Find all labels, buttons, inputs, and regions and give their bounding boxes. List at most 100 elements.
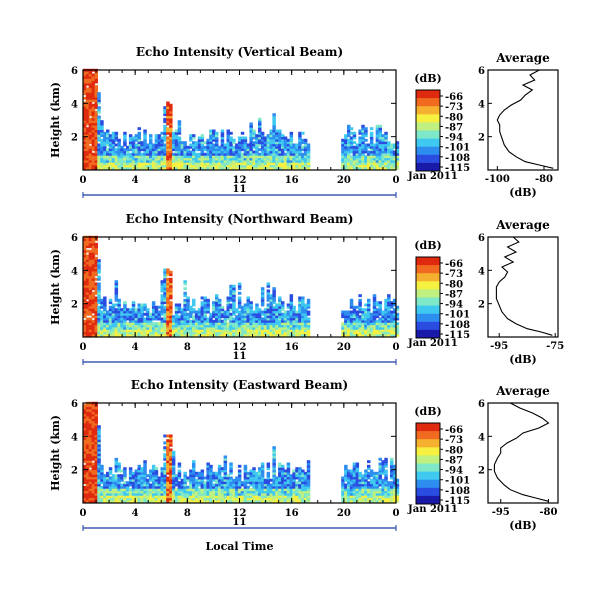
- heatmap-cell: [260, 150, 265, 154]
- heatmap-cell: [283, 148, 288, 152]
- heatmap-cell: [117, 303, 121, 307]
- heatmap-cell: [217, 162, 222, 166]
- heatmap-cell: [226, 476, 230, 480]
- heatmap-cell: [88, 429, 93, 433]
- heatmap-cell: [120, 476, 124, 480]
- heatmap-cell: [106, 138, 110, 142]
- heatmap-cell: [94, 298, 98, 302]
- heatmap-cell: [85, 282, 90, 286]
- heatmap-cell: [140, 303, 144, 307]
- heatmap-cell: [298, 319, 302, 323]
- heatmap-cell: [160, 159, 164, 163]
- heatmap-cell: [83, 124, 87, 128]
- heatmap-cell: [103, 319, 107, 323]
- heatmap-cell: [352, 155, 357, 159]
- heatmap-cell: [240, 324, 245, 328]
- heatmap-cell: [392, 152, 397, 156]
- heatmap-cell: [85, 277, 90, 281]
- heatmap-cell: [111, 315, 116, 319]
- heatmap-cell: [220, 329, 225, 333]
- heatmap-cell: [272, 492, 276, 496]
- heatmap-cell: [166, 301, 170, 305]
- heatmap-cell: [217, 492, 222, 496]
- heatmap-cell: [146, 157, 150, 161]
- heatmap-cell: [128, 143, 133, 147]
- heatmap-cell: [232, 155, 236, 159]
- heatmap-cell: [237, 495, 242, 499]
- heatmap-cell: [303, 155, 308, 159]
- heatmap-cell: [306, 492, 311, 496]
- heatmap-cell: [361, 497, 365, 501]
- heatmap-cell: [246, 495, 250, 499]
- heatmap-cell: [108, 152, 113, 156]
- heatmap-cell: [223, 166, 228, 170]
- heatmap-cell: [260, 310, 265, 314]
- heatmap-cell: [275, 324, 279, 328]
- y-axis-label: Height (km): [49, 249, 62, 325]
- heatmap-cell: [306, 488, 311, 492]
- heatmap-cell: [229, 289, 233, 293]
- heatmap-cell: [83, 492, 87, 496]
- heatmap-cell: [295, 471, 299, 475]
- heatmap-cell: [88, 122, 93, 126]
- heatmap-cell: [272, 471, 276, 475]
- heatmap-cell: [85, 106, 90, 110]
- heatmap-cell: [375, 319, 380, 323]
- heatmap-cell: [237, 312, 242, 316]
- heatmap-cell: [151, 492, 156, 496]
- heatmap-cell: [149, 162, 153, 166]
- heatmap-cell: [226, 152, 230, 156]
- heatmap-cell: [171, 483, 176, 487]
- heatmap-cell: [94, 305, 98, 309]
- heatmap-cell: [246, 476, 250, 480]
- heatmap-cell: [295, 310, 299, 314]
- heatmap-cell: [85, 87, 90, 91]
- panel-title: Echo Intensity (Vertical Beam): [136, 45, 343, 59]
- heatmap-cell: [249, 301, 253, 305]
- heatmap-cell: [192, 490, 196, 494]
- profile-x-label: (dB): [509, 186, 536, 199]
- heatmap-cell: [131, 136, 136, 140]
- heatmap-cell: [306, 157, 311, 161]
- heatmap-cell: [83, 145, 87, 149]
- heatmap-cell: [203, 322, 207, 326]
- heatmap-cell: [255, 134, 259, 138]
- heatmap-cell: [200, 315, 205, 319]
- heatmap-cell: [298, 329, 302, 333]
- heatmap-cell: [194, 164, 199, 168]
- heatmap-cell: [83, 92, 87, 96]
- heatmap-cell: [269, 333, 273, 337]
- heatmap-cell: [395, 333, 400, 337]
- heatmap-cell: [341, 145, 345, 149]
- heatmap-cell: [88, 164, 93, 168]
- heatmap-cell: [255, 164, 259, 168]
- heatmap-cell: [157, 492, 162, 496]
- heatmap-cell: [375, 490, 380, 494]
- heatmap-cell: [180, 326, 185, 330]
- heatmap-cell: [120, 310, 124, 314]
- heatmap-cell: [301, 166, 305, 170]
- heatmap-cell: [252, 129, 256, 133]
- heatmap-cell: [166, 434, 170, 438]
- heatmap-cell: [392, 319, 397, 323]
- heatmap-cell: [143, 136, 147, 140]
- heatmap-cell: [94, 326, 98, 330]
- heatmap-cell: [220, 478, 225, 482]
- heatmap-cell: [169, 497, 173, 501]
- heatmap-cell: [275, 497, 279, 501]
- heatmap-cell: [295, 490, 299, 494]
- heatmap-cell: [174, 315, 179, 319]
- heatmap-cell: [85, 152, 90, 156]
- heatmap-cell: [215, 159, 219, 163]
- heatmap-cell: [85, 425, 90, 429]
- heatmap-cell: [160, 282, 164, 286]
- heatmap-cell: [272, 115, 276, 119]
- heatmap-cell: [151, 310, 156, 314]
- heatmap-cell: [189, 497, 193, 501]
- heatmap-cell: [215, 495, 219, 499]
- heatmap-cell: [206, 303, 210, 307]
- heatmap-cell: [180, 143, 185, 147]
- heatmap-cell: [94, 485, 98, 489]
- heatmap-cell: [209, 326, 213, 330]
- heatmap-cell: [174, 497, 179, 501]
